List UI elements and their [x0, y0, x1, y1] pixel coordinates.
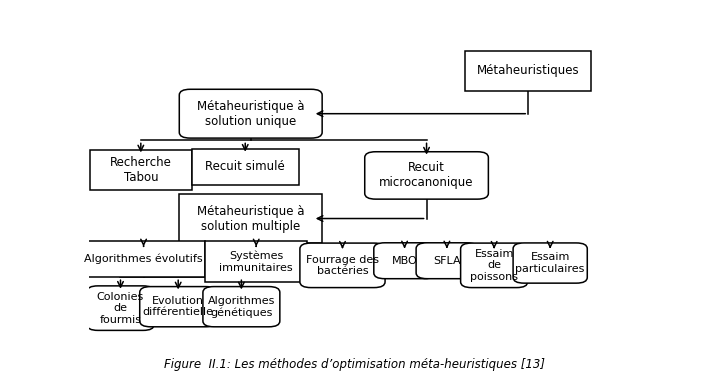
- FancyBboxPatch shape: [374, 243, 435, 279]
- Text: SFLA: SFLA: [433, 256, 461, 266]
- Text: Evolution
différentielle: Evolution différentielle: [143, 296, 213, 317]
- Text: Recherche
Tabou: Recherche Tabou: [110, 156, 172, 184]
- Text: Métaheuristique à
solution multiple: Métaheuristique à solution multiple: [197, 204, 304, 232]
- FancyBboxPatch shape: [461, 243, 527, 288]
- FancyBboxPatch shape: [140, 286, 217, 327]
- Text: Métaheuristiques: Métaheuristiques: [477, 64, 579, 77]
- FancyBboxPatch shape: [364, 152, 489, 199]
- Text: Recuit simulé: Recuit simulé: [206, 160, 285, 173]
- Text: Colonies
de
fourmis: Colonies de fourmis: [97, 292, 144, 325]
- Text: Algorithmes
génétiques: Algorithmes génétiques: [208, 295, 275, 318]
- FancyBboxPatch shape: [203, 286, 280, 327]
- Text: Algorithmes évolutifs: Algorithmes évolutifs: [84, 254, 203, 264]
- Text: Essaim
particulaires: Essaim particulaires: [515, 252, 585, 274]
- Text: MBO: MBO: [391, 256, 418, 266]
- Text: Fourrage des
bactéries: Fourrage des bactéries: [306, 254, 379, 276]
- FancyBboxPatch shape: [179, 89, 322, 138]
- Text: Métaheuristique à
solution unique: Métaheuristique à solution unique: [197, 100, 304, 128]
- FancyBboxPatch shape: [179, 194, 322, 243]
- Text: Figure  II.1: Les méthodes d’optimisation méta-heuristiques [13]: Figure II.1: Les méthodes d’optimisation…: [164, 358, 545, 371]
- Text: Recuit
microcanonique: Recuit microcanonique: [379, 162, 474, 189]
- FancyBboxPatch shape: [416, 243, 478, 279]
- Text: Essaim
de
poissons: Essaim de poissons: [470, 249, 518, 282]
- FancyBboxPatch shape: [87, 286, 154, 330]
- Text: Systèmes
immunitaires: Systèmes immunitaires: [219, 251, 293, 273]
- FancyBboxPatch shape: [90, 150, 191, 190]
- FancyBboxPatch shape: [82, 241, 206, 277]
- FancyBboxPatch shape: [513, 243, 587, 283]
- FancyBboxPatch shape: [206, 241, 307, 282]
- FancyBboxPatch shape: [191, 149, 298, 185]
- FancyBboxPatch shape: [465, 50, 591, 91]
- FancyBboxPatch shape: [300, 243, 385, 288]
